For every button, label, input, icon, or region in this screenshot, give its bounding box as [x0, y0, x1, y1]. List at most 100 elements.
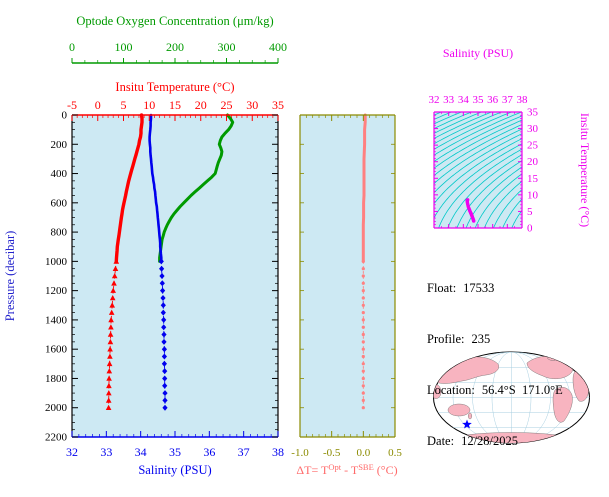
temperature-triangle-marker — [106, 382, 112, 389]
isopycnal-contour-line — [434, 112, 502, 145]
delta-t-dot-marker — [361, 384, 365, 388]
salinity-diamond-marker — [162, 404, 168, 411]
temperature-tick-label: 5 — [121, 98, 127, 112]
map-island — [468, 412, 473, 420]
temperature-triangle-marker — [111, 280, 117, 286]
pressure-tick-label: 400 — [51, 168, 68, 180]
pressure-tick-label: 1400 — [45, 314, 68, 326]
ts-temperature-tick-label: 10 — [527, 189, 539, 201]
ts-profile-marker — [472, 219, 476, 223]
salinity-tick-label: 35 — [169, 445, 181, 459]
salinity-diamond-marker — [162, 397, 168, 404]
delta-tick-label: -0.5 — [323, 447, 341, 459]
isopycnal-contour-line — [434, 115, 522, 162]
map-continent — [552, 387, 573, 423]
pressure-tick-label: 1200 — [45, 285, 68, 297]
pressure-tick-label: 1000 — [45, 256, 68, 268]
temperature-triangle-marker — [110, 287, 116, 293]
delta-t-dot-marker — [361, 369, 365, 373]
ts-temperature-tick-label: 20 — [527, 156, 539, 168]
pressure-tick-label: 2200 — [45, 432, 68, 444]
ts-salinity-tick-label: 33 — [443, 94, 455, 106]
delta-t-dot-marker — [361, 362, 365, 366]
ts-isopycnal-contours — [434, 112, 522, 228]
ts-temperature-tick-label: 25 — [527, 140, 539, 152]
temperature-triangle-marker — [105, 397, 112, 403]
temperature-tick-label: 35 — [272, 98, 284, 112]
salinity-diamond-marker — [160, 295, 166, 301]
temperature-triangle-marker — [113, 258, 120, 264]
temperature-tick-label: 0 — [95, 98, 101, 112]
isopycnal-contour-line — [502, 198, 522, 228]
oxygen-tick-label: 100 — [115, 40, 133, 54]
temperature-triangle-marker — [107, 353, 113, 359]
temperature-triangle-marker — [106, 368, 113, 374]
temperature-triangle-marker — [112, 265, 119, 271]
delta-t-dot-marker — [361, 274, 365, 278]
date-label: Date: — [427, 434, 455, 448]
ts-salinity-tick-label: 38 — [517, 94, 529, 106]
ts-salinity-tick-label: 36 — [487, 94, 499, 106]
float-label: Float: — [427, 281, 457, 295]
profile-label: Profile: — [427, 332, 465, 346]
pressure-tick-label: 1800 — [45, 373, 68, 385]
ts-salinity-tick-label: 37 — [502, 94, 514, 106]
temperature-tick-label: 20 — [195, 98, 207, 112]
oxygen-tick-label: 200 — [166, 40, 184, 54]
ts-temperature-tick-label: 30 — [527, 123, 539, 135]
isopycnal-contour-line — [434, 133, 522, 194]
delta-label-part: - T — [341, 463, 359, 477]
delta-t-dot-marker — [361, 406, 365, 410]
temperature-triangle-marker — [108, 316, 114, 323]
isopycnal-contour-line — [493, 188, 522, 228]
delta-t-dot-marker — [361, 311, 365, 315]
isopycnal-contour-line — [434, 143, 522, 219]
isopycnal-contour-line — [434, 112, 482, 134]
temperature-triangle-marker — [109, 295, 116, 301]
salinity-diamond-marker — [161, 324, 167, 331]
isopycnal-contour-line — [434, 112, 512, 150]
main-plot-panel — [72, 115, 278, 437]
isopycnal-contour-line — [434, 128, 522, 185]
salinity-diamond-marker — [158, 258, 164, 265]
delta-t-dot-marker — [361, 259, 365, 263]
date-value: 12/28/2025 — [461, 434, 519, 448]
delta-tick-label: -1.0 — [291, 447, 309, 459]
delta-axis-title: ΔT= TOpt - TSBE (°C) — [296, 462, 397, 477]
pressure-tick-label: 600 — [51, 197, 68, 209]
location-value: 56.4°S 171.0°E — [481, 383, 563, 397]
delta-plot-panel — [300, 115, 395, 437]
map-continent — [447, 403, 471, 417]
profile-value: 235 — [471, 332, 491, 346]
pressure-axis-title: Pressure (decibar) — [3, 231, 17, 322]
isopycnal-contour-line — [434, 124, 522, 177]
temperature-triangle-marker — [106, 360, 113, 367]
info-row-profile: Profile: 235 — [427, 331, 563, 348]
delta-label-part: (°C) — [374, 463, 398, 477]
temperature-tick-label: 10 — [143, 98, 155, 112]
oxygen-profile-curve — [158, 113, 235, 263]
salinity-diamond-marker — [161, 346, 167, 353]
delta-t-dot-marker — [361, 354, 365, 359]
axes-layer: 0200400600800100012001400160018002000220… — [45, 40, 539, 459]
ts-salinity-tick-label: 32 — [429, 94, 440, 106]
ts-temperature-tick-label: 15 — [527, 173, 539, 185]
delta-t-dot-marker — [361, 391, 365, 395]
delta-t-dot-marker — [361, 303, 365, 307]
info-row-location: Location: 56.4°S 171.0°E — [427, 382, 563, 399]
isopycnal-contour-line — [483, 180, 522, 228]
salinity-diamond-marker — [160, 309, 166, 316]
ts-temperature-tick-label: 35 — [527, 107, 539, 119]
float-location-marker — [462, 419, 472, 429]
isopycnal-contour-line — [474, 173, 522, 228]
temperature-tick-label: 30 — [246, 98, 258, 112]
isopycnal-contour-line — [438, 148, 522, 228]
temperature-triangle-marker — [108, 324, 114, 330]
salinity-tick-label: 32 — [66, 445, 78, 459]
pressure-tick-label: 0 — [62, 110, 68, 122]
pressure-tick-label: 2000 — [45, 402, 68, 414]
isopycnal-contour-line — [511, 209, 522, 228]
salinity-diamond-marker — [161, 338, 167, 345]
